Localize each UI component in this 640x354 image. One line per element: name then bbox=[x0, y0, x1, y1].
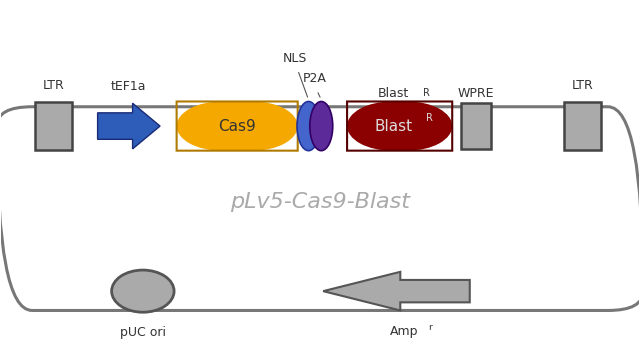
Text: Cas9: Cas9 bbox=[218, 119, 256, 133]
Bar bbox=[392, 102, 408, 151]
Bar bbox=[35, 102, 72, 150]
Bar bbox=[461, 103, 491, 149]
Text: Blast: Blast bbox=[378, 87, 409, 100]
Text: R: R bbox=[426, 113, 433, 123]
Text: NLS: NLS bbox=[282, 52, 307, 65]
Text: r: r bbox=[428, 323, 431, 332]
Ellipse shape bbox=[363, 102, 452, 151]
Text: R: R bbox=[423, 88, 430, 98]
Ellipse shape bbox=[347, 102, 436, 151]
Ellipse shape bbox=[209, 102, 298, 151]
Text: pLv5-Cas9-Blast: pLv5-Cas9-Blast bbox=[230, 192, 410, 212]
Text: Amp: Amp bbox=[390, 325, 419, 337]
Text: LTR: LTR bbox=[572, 79, 593, 92]
Text: Blast: Blast bbox=[374, 119, 412, 133]
Polygon shape bbox=[98, 103, 160, 149]
Ellipse shape bbox=[111, 270, 174, 312]
Polygon shape bbox=[323, 272, 470, 310]
Bar bbox=[221, 102, 253, 151]
Text: pUC ori: pUC ori bbox=[120, 326, 166, 339]
Text: LTR: LTR bbox=[43, 79, 65, 92]
Ellipse shape bbox=[310, 102, 333, 151]
Bar bbox=[564, 102, 601, 150]
Ellipse shape bbox=[297, 102, 320, 151]
Ellipse shape bbox=[177, 102, 266, 151]
Text: P2A: P2A bbox=[303, 72, 327, 85]
Text: WPRE: WPRE bbox=[458, 87, 494, 100]
Text: tEF1a: tEF1a bbox=[111, 80, 147, 93]
